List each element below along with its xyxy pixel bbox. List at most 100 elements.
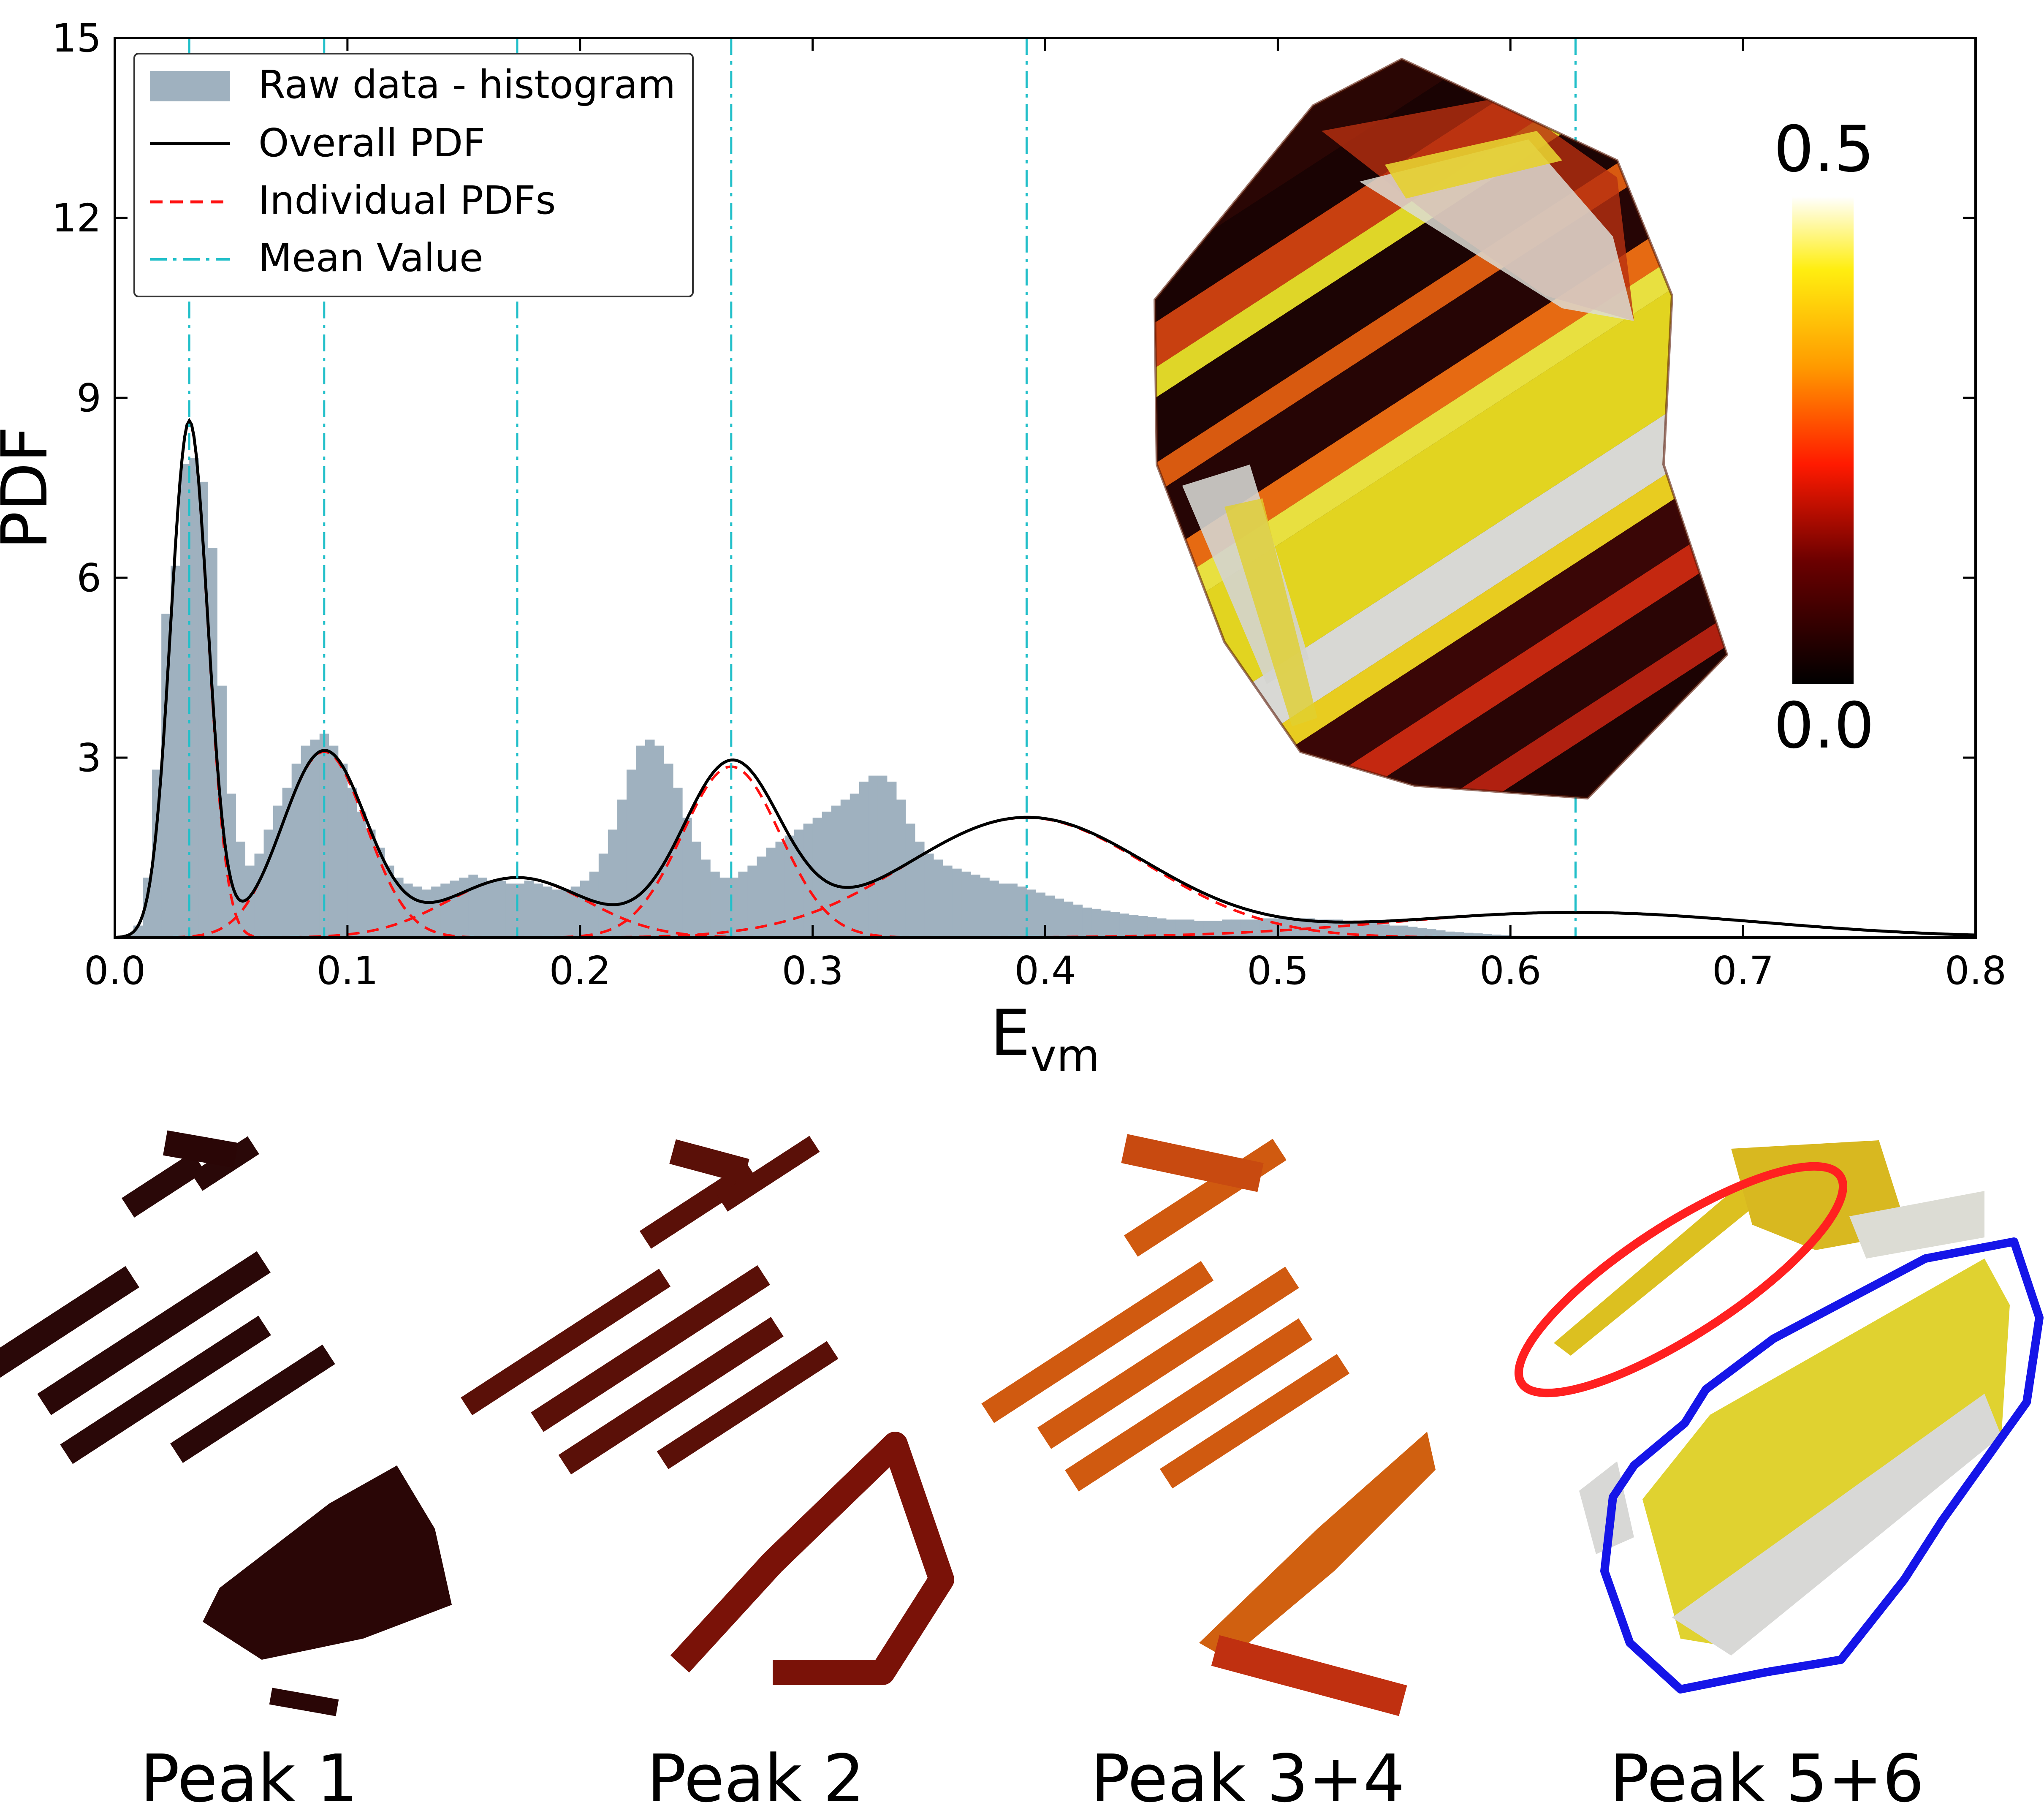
colorbar-max-label: 0.5 — [1774, 113, 1875, 186]
histogram-bar — [1101, 911, 1111, 938]
histogram-bar — [999, 884, 1008, 938]
x-tick-label: 0.3 — [782, 948, 843, 993]
histogram-bar — [385, 865, 394, 938]
histogram-bar — [338, 764, 348, 938]
histogram-bar — [1138, 916, 1148, 938]
histogram-bar — [496, 881, 506, 938]
highlight-polygon-blue — [1600, 1237, 2044, 1694]
legend: Raw data - histogram Overall PDF Individ… — [133, 53, 694, 297]
histogram-bar — [924, 854, 934, 938]
histogram-bar — [626, 769, 636, 938]
x-axis-label: Evm — [990, 997, 1099, 1082]
individual-pdf-curve — [115, 876, 1976, 938]
histogram-bar — [859, 781, 869, 938]
histogram-bar — [1091, 908, 1102, 938]
histogram-bar — [171, 565, 180, 938]
histogram-bar — [328, 745, 339, 938]
x-tick-label: 0.1 — [317, 948, 378, 993]
histogram-bar — [1278, 918, 1287, 938]
histogram-bar — [1082, 908, 1092, 938]
histogram-bar — [394, 878, 404, 938]
histogram-bar — [766, 848, 776, 938]
histogram-bar — [1156, 918, 1167, 938]
histogram-bar — [673, 788, 683, 938]
legend-label-overall-pdf: Overall PDF — [258, 120, 485, 166]
histogram-bar — [664, 764, 673, 938]
histogram-bar — [692, 841, 701, 938]
histogram-bar — [533, 884, 543, 938]
histogram-bar — [245, 865, 255, 938]
histogram-bar — [561, 889, 571, 938]
panel-peak-3-4 — [981, 1134, 1436, 1716]
histogram-bar — [952, 868, 962, 938]
histogram-bar — [413, 886, 422, 938]
histogram-bar — [487, 881, 497, 938]
histogram-bar — [1026, 889, 1036, 938]
histogram-bar — [1241, 919, 1250, 938]
panel-label-peak-3-4: Peak 3+4 — [1091, 1740, 1405, 1816]
histogram-bar — [1054, 898, 1064, 938]
histogram-bar — [1426, 929, 1436, 938]
histogram-bar — [989, 881, 999, 938]
histogram-bar — [1492, 934, 1501, 938]
histogram-bar — [1250, 919, 1260, 938]
histogram-bar — [254, 854, 264, 938]
histogram-bar — [1036, 892, 1045, 938]
histogram-bar — [1064, 901, 1074, 938]
histogram-bar — [180, 464, 190, 938]
histogram-bar — [1008, 884, 1018, 938]
histogram-bar — [1389, 925, 1399, 938]
histogram-bar — [701, 859, 711, 938]
x-axis-label-subscript: vm — [1030, 1030, 1099, 1082]
histogram-bar — [1464, 932, 1474, 938]
histogram-bar — [552, 889, 562, 938]
histogram-bar — [1473, 933, 1483, 938]
histogram-bar — [757, 856, 766, 938]
histogram-bar — [943, 865, 953, 938]
legend-label-mean-value: Mean Value — [258, 235, 483, 280]
histogram-bar — [478, 878, 487, 938]
histogram-bar — [747, 865, 757, 938]
histogram-bar — [831, 805, 841, 938]
histogram-bar — [1175, 919, 1185, 938]
histogram-bar — [1482, 934, 1492, 938]
histogram-bar — [161, 614, 171, 938]
histogram-bar — [840, 799, 850, 938]
histogram-bar — [431, 886, 441, 938]
histogram-bar — [1417, 928, 1427, 938]
histogram-bar — [1455, 932, 1464, 938]
histogram-bar — [524, 881, 534, 938]
histogram-bar — [570, 886, 581, 938]
histogram-bar — [1408, 927, 1418, 938]
histogram-bar — [468, 874, 478, 938]
histogram-bar — [143, 878, 152, 938]
y-tick-label: 12 — [52, 196, 101, 241]
panel-label-peak-1: Peak 1 — [140, 1740, 358, 1816]
histogram-bar — [282, 788, 292, 938]
histogram-bar — [645, 739, 655, 938]
histogram-bar — [291, 764, 301, 938]
histogram-bar — [729, 878, 738, 938]
panel-label-peak-5-6: Peak 5+6 — [1610, 1740, 1924, 1816]
x-tick-label: 0.5 — [1247, 948, 1308, 993]
histogram-bar — [1231, 919, 1241, 938]
histogram-bar — [803, 824, 813, 938]
histogram-bar — [236, 841, 245, 938]
histogram-bar — [1380, 924, 1390, 938]
histogram-bar — [1222, 919, 1232, 938]
y-axis-label: PDF — [0, 426, 62, 549]
histogram-bar — [887, 781, 897, 938]
histogram-bar — [189, 458, 199, 938]
main-chart: 0.5 0.0 0.0 0.1 0.2 0.3 0.4 0.5 0.6 0.7 0.8 3 6 9 1… — [0, 16, 2006, 1082]
histogram-bar — [598, 854, 608, 938]
histogram-bar — [347, 788, 357, 938]
histogram-bar — [459, 878, 469, 938]
histogram-bar — [1185, 919, 1194, 938]
histogram-bar — [356, 811, 366, 938]
histogram-bar — [710, 871, 720, 938]
y-tick-label: 3 — [76, 735, 101, 780]
legend-label-individual-pdfs: Individual PDFs — [258, 178, 556, 223]
histogram-bar — [1371, 923, 1381, 938]
y-tick-label: 9 — [76, 375, 101, 421]
histogram-bar — [1194, 921, 1204, 938]
